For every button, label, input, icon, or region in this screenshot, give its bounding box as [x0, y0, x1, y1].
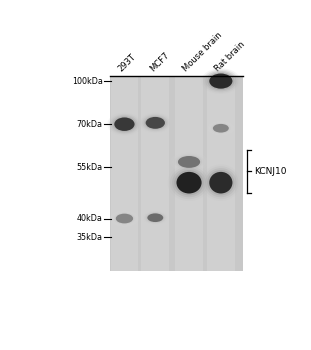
Ellipse shape	[180, 157, 198, 167]
Ellipse shape	[209, 74, 232, 89]
Ellipse shape	[147, 214, 163, 222]
Ellipse shape	[203, 70, 239, 93]
Ellipse shape	[151, 216, 159, 220]
Ellipse shape	[184, 159, 194, 165]
Ellipse shape	[213, 124, 229, 133]
Ellipse shape	[147, 118, 163, 128]
Ellipse shape	[205, 71, 236, 91]
Text: MCF7: MCF7	[148, 51, 171, 74]
Text: Rat brain: Rat brain	[213, 40, 247, 74]
Ellipse shape	[183, 177, 195, 188]
Text: 100kDa: 100kDa	[72, 77, 103, 86]
Ellipse shape	[205, 168, 236, 197]
Ellipse shape	[116, 214, 133, 223]
Ellipse shape	[178, 156, 200, 168]
Ellipse shape	[143, 211, 167, 224]
Ellipse shape	[151, 120, 160, 126]
Ellipse shape	[174, 154, 204, 170]
Ellipse shape	[119, 215, 130, 222]
Ellipse shape	[111, 115, 138, 133]
Ellipse shape	[201, 164, 240, 201]
Ellipse shape	[146, 117, 165, 129]
Ellipse shape	[176, 155, 202, 169]
Ellipse shape	[209, 122, 233, 135]
Ellipse shape	[214, 125, 227, 132]
Ellipse shape	[170, 152, 208, 172]
Ellipse shape	[146, 213, 165, 223]
Ellipse shape	[107, 113, 142, 136]
Bar	[175, 76, 203, 271]
Ellipse shape	[142, 210, 169, 225]
Text: Mouse brain: Mouse brain	[181, 30, 225, 74]
Ellipse shape	[211, 75, 230, 87]
Ellipse shape	[139, 113, 172, 133]
Ellipse shape	[182, 158, 196, 166]
Ellipse shape	[209, 172, 232, 194]
Ellipse shape	[174, 170, 204, 195]
Ellipse shape	[217, 126, 225, 130]
Bar	[142, 76, 169, 271]
Ellipse shape	[207, 72, 234, 90]
Ellipse shape	[201, 68, 240, 94]
Ellipse shape	[109, 114, 140, 134]
Ellipse shape	[209, 172, 232, 194]
Ellipse shape	[209, 74, 232, 89]
Ellipse shape	[210, 122, 232, 134]
Ellipse shape	[211, 174, 230, 191]
Ellipse shape	[172, 168, 206, 197]
Ellipse shape	[215, 177, 226, 188]
Ellipse shape	[216, 125, 226, 131]
Ellipse shape	[113, 212, 136, 225]
Ellipse shape	[120, 216, 128, 221]
Ellipse shape	[178, 156, 200, 168]
Ellipse shape	[114, 213, 135, 224]
Ellipse shape	[120, 121, 129, 127]
Ellipse shape	[114, 118, 135, 131]
Ellipse shape	[213, 76, 228, 86]
Ellipse shape	[111, 211, 138, 226]
Bar	[207, 76, 235, 271]
Ellipse shape	[177, 172, 202, 194]
Ellipse shape	[149, 119, 161, 127]
Bar	[110, 76, 243, 271]
Ellipse shape	[213, 176, 228, 190]
Ellipse shape	[116, 119, 133, 130]
Ellipse shape	[110, 210, 139, 227]
Ellipse shape	[114, 118, 135, 131]
Ellipse shape	[144, 116, 167, 130]
Text: 35kDa: 35kDa	[77, 233, 103, 242]
Ellipse shape	[170, 166, 208, 199]
Ellipse shape	[215, 77, 226, 85]
Text: KCNJ10: KCNJ10	[255, 167, 287, 176]
Ellipse shape	[147, 214, 163, 222]
Ellipse shape	[168, 164, 210, 201]
Ellipse shape	[203, 166, 239, 199]
Text: 70kDa: 70kDa	[77, 120, 103, 129]
Bar	[171, 76, 174, 271]
Ellipse shape	[177, 172, 202, 194]
Ellipse shape	[179, 174, 199, 191]
Ellipse shape	[146, 117, 165, 129]
Ellipse shape	[207, 121, 234, 135]
Ellipse shape	[113, 116, 136, 132]
Ellipse shape	[213, 124, 229, 133]
Ellipse shape	[117, 215, 132, 223]
Text: 40kDa: 40kDa	[77, 214, 103, 223]
Ellipse shape	[172, 153, 206, 171]
Ellipse shape	[181, 176, 197, 190]
Ellipse shape	[149, 214, 162, 221]
Ellipse shape	[145, 212, 166, 224]
Ellipse shape	[150, 215, 160, 220]
Ellipse shape	[211, 123, 230, 133]
Ellipse shape	[141, 114, 170, 132]
Ellipse shape	[118, 120, 131, 128]
Ellipse shape	[207, 170, 234, 195]
Text: 293T: 293T	[117, 52, 138, 74]
Bar	[111, 76, 138, 271]
Ellipse shape	[142, 115, 168, 131]
Ellipse shape	[116, 214, 133, 223]
Text: 55kDa: 55kDa	[77, 163, 103, 172]
